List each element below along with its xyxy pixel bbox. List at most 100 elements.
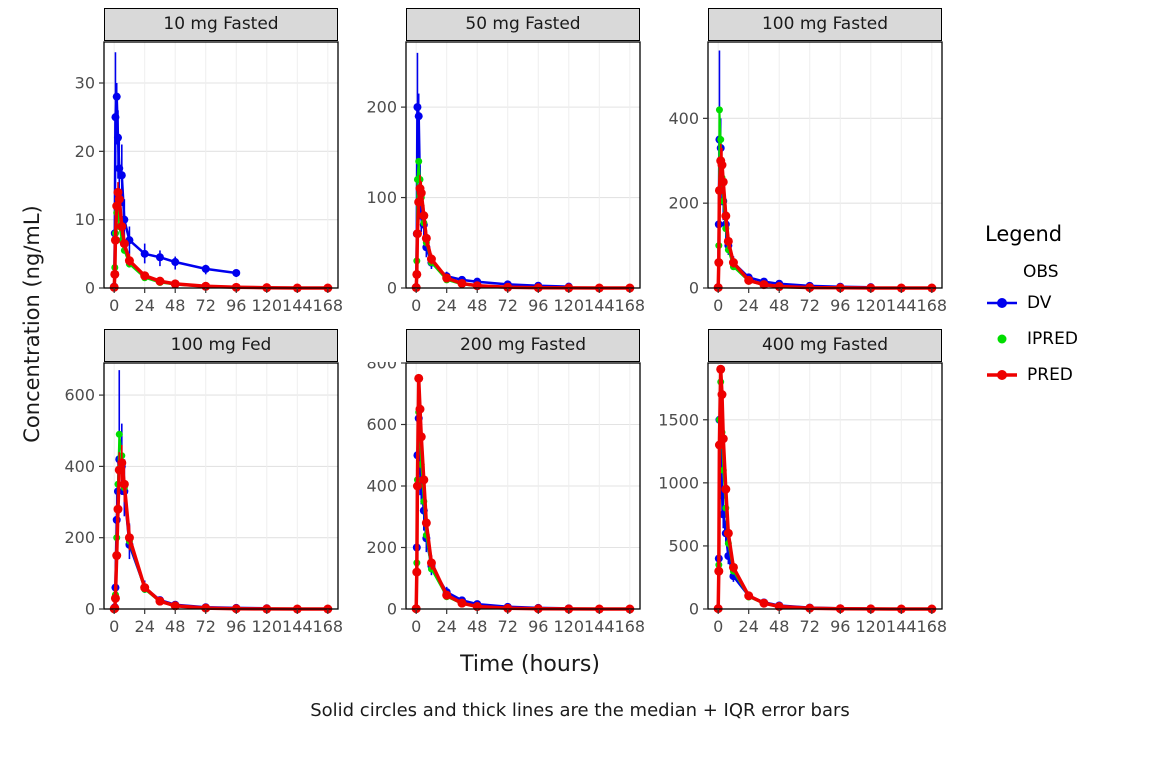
svg-text:96: 96 — [830, 296, 850, 315]
svg-text:24: 24 — [135, 617, 155, 636]
svg-text:168: 168 — [313, 617, 344, 636]
legend-entries: DV IPRED PRED — [985, 292, 1145, 386]
legend-subtitle: OBS — [1023, 262, 1059, 282]
legend-label: IPRED — [1027, 329, 1078, 349]
svg-text:48: 48 — [165, 617, 185, 636]
legend-label: PRED — [1027, 365, 1073, 385]
facet-plot: 0 10 20 30 0 24 48 72 96 120 144 168 — [75, 41, 344, 315]
svg-text:400: 400 — [668, 109, 699, 128]
facet-plot: 0 200 400 0 24 48 72 96 120 144 168 — [668, 41, 948, 315]
svg-text:96: 96 — [226, 296, 246, 315]
svg-text:48: 48 — [467, 296, 487, 315]
svg-text:96: 96 — [528, 296, 548, 315]
svg-text:168: 168 — [615, 617, 646, 636]
legend-key-dv-icon — [987, 298, 1017, 308]
svg-text:0: 0 — [387, 600, 397, 619]
svg-text:72: 72 — [196, 296, 216, 315]
svg-text:1500: 1500 — [658, 410, 699, 429]
svg-text:144: 144 — [282, 617, 313, 636]
facet-strip: 100 mg Fasted — [708, 8, 942, 41]
facet-grid: 10 mg Fasted 0 10 20 30 0 24 48 72 96 120 144 168 50 … — [46, 8, 952, 636]
svg-text:600: 600 — [366, 415, 397, 434]
legend-title: Legend — [985, 222, 1063, 246]
caption: Solid circles and thick lines are the me… — [310, 700, 850, 721]
legend-entry-dv: DV — [985, 292, 1145, 314]
svg-text:120: 120 — [252, 617, 283, 636]
svg-text:0: 0 — [713, 296, 723, 315]
facet-plot: 0 200 400 600 800 0 24 48 72 96 120 144 168 — [366, 362, 646, 636]
svg-text:0: 0 — [713, 617, 723, 636]
facet-strip: 400 mg Fasted — [708, 329, 942, 362]
svg-text:0: 0 — [689, 279, 699, 298]
svg-text:0: 0 — [109, 296, 119, 315]
svg-text:0: 0 — [689, 600, 699, 619]
facet-plot: 0 100 200 0 24 48 72 96 120 144 168 — [366, 41, 646, 315]
svg-text:72: 72 — [800, 617, 820, 636]
svg-text:96: 96 — [528, 617, 548, 636]
svg-text:24: 24 — [437, 617, 457, 636]
legend-label: DV — [1027, 293, 1052, 313]
svg-text:96: 96 — [830, 617, 850, 636]
facet-200-mg-fasted: 200 mg Fasted 0 200 400 600 800 0 24 48 72 96 120 14… — [348, 329, 648, 636]
facet-100-mg-fed: 100 mg Fed 0 200 400 600 0 24 48 72 96 120 144 168 — [46, 329, 346, 636]
svg-text:30: 30 — [75, 74, 95, 93]
facet-10-mg-fasted: 10 mg Fasted 0 10 20 30 0 24 48 72 96 120 144 168 — [46, 8, 346, 315]
svg-text:24: 24 — [135, 296, 155, 315]
svg-text:120: 120 — [554, 617, 585, 636]
svg-text:144: 144 — [886, 296, 917, 315]
svg-text:0: 0 — [411, 617, 421, 636]
svg-text:200: 200 — [64, 528, 95, 547]
svg-text:72: 72 — [498, 296, 518, 315]
facet-strip: 200 mg Fasted — [406, 329, 640, 362]
svg-text:500: 500 — [668, 536, 699, 555]
svg-text:48: 48 — [467, 617, 487, 636]
facet-400-mg-fasted: 400 mg Fasted 0 500 1000 1500 0 24 48 72 96 120 144… — [650, 329, 950, 636]
svg-text:120: 120 — [252, 296, 283, 315]
facet-100-mg-fasted: 100 mg Fasted 0 200 400 0 24 48 72 96 120 144 168 — [650, 8, 950, 315]
facet-50-mg-fasted: 50 mg Fasted 0 100 200 0 24 48 72 96 120 144 168 — [348, 8, 648, 315]
svg-text:0: 0 — [85, 600, 95, 619]
svg-text:1000: 1000 — [658, 473, 699, 492]
facet-strip: 50 mg Fasted — [406, 8, 640, 41]
svg-text:144: 144 — [282, 296, 313, 315]
legend: Legend OBS DV IPRED PRED — [985, 222, 1145, 400]
legend-key-pred-icon — [987, 370, 1017, 380]
legend-key-ipred-icon — [997, 334, 1007, 344]
svg-text:48: 48 — [165, 296, 185, 315]
x-axis-title: Time (hours) — [460, 652, 600, 677]
svg-text:0: 0 — [411, 296, 421, 315]
svg-text:24: 24 — [437, 296, 457, 315]
svg-text:72: 72 — [498, 617, 518, 636]
facet-strip: 10 mg Fasted — [104, 8, 338, 41]
svg-text:48: 48 — [769, 617, 789, 636]
svg-text:200: 200 — [366, 98, 397, 117]
svg-text:800: 800 — [366, 362, 397, 373]
svg-text:120: 120 — [856, 617, 887, 636]
legend-entry-ipred: IPRED — [985, 328, 1145, 350]
legend-entry-pred: PRED — [985, 364, 1145, 386]
facet-plot: 0 200 400 600 0 24 48 72 96 120 144 168 — [64, 362, 344, 636]
svg-text:20: 20 — [75, 142, 95, 161]
facet-plot: 0 500 1000 1500 0 24 48 72 96 120 144 168 — [658, 362, 947, 636]
svg-text:120: 120 — [856, 296, 887, 315]
svg-text:168: 168 — [313, 296, 344, 315]
svg-text:96: 96 — [226, 617, 246, 636]
svg-text:168: 168 — [615, 296, 646, 315]
svg-text:72: 72 — [800, 296, 820, 315]
svg-text:24: 24 — [739, 296, 759, 315]
svg-text:72: 72 — [196, 617, 216, 636]
svg-text:0: 0 — [109, 617, 119, 636]
svg-text:10: 10 — [75, 210, 95, 229]
svg-text:400: 400 — [64, 457, 95, 476]
svg-text:168: 168 — [917, 296, 948, 315]
svg-text:400: 400 — [366, 477, 397, 496]
svg-text:0: 0 — [85, 279, 95, 298]
svg-text:600: 600 — [64, 386, 95, 405]
svg-text:24: 24 — [739, 617, 759, 636]
svg-text:48: 48 — [769, 296, 789, 315]
svg-text:200: 200 — [668, 194, 699, 213]
facet-strip: 100 mg Fed — [104, 329, 338, 362]
svg-text:144: 144 — [584, 617, 615, 636]
y-axis-title: Concentration (ng/mL) — [20, 205, 44, 443]
